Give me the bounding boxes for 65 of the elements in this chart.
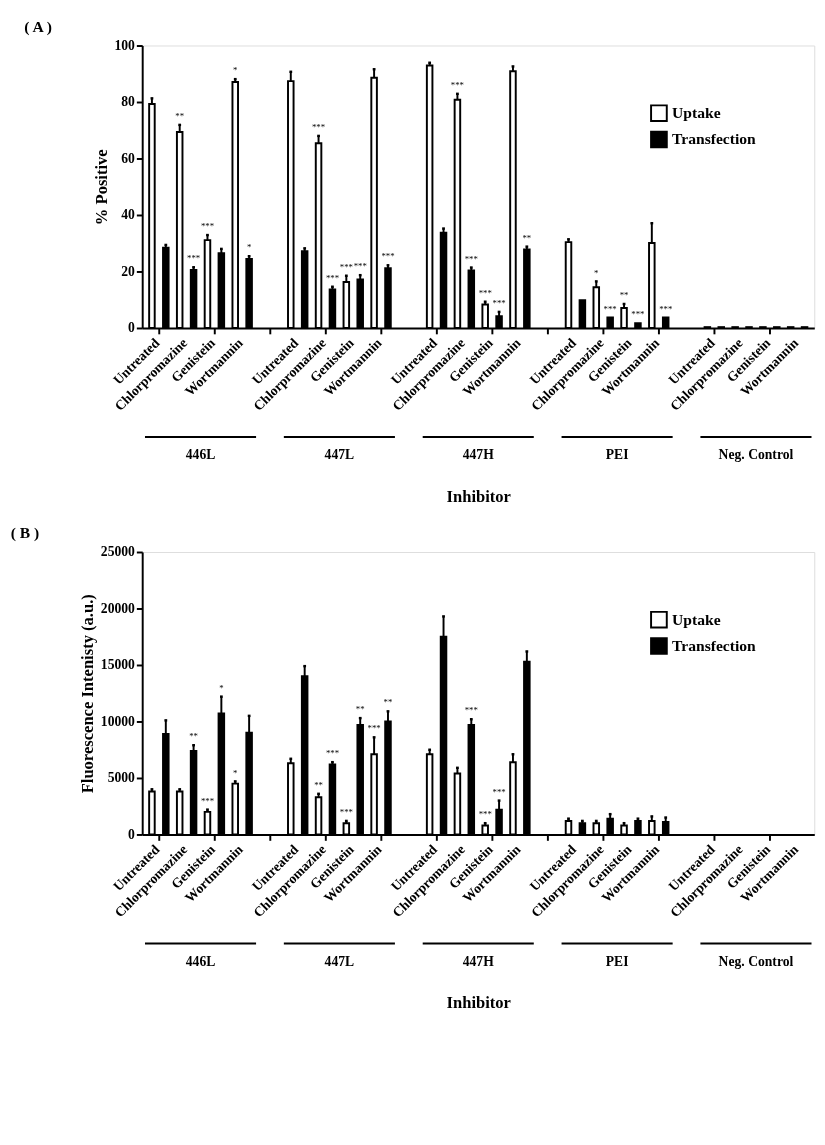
y-axis-title: Fluorescence Intenisty (a.u.) (78, 594, 98, 794)
x-axis-title: Inhibitor (446, 993, 511, 1013)
legend-label: Transfection (672, 636, 757, 654)
y-tick-label: 0 (128, 826, 136, 842)
data-label: *** (381, 251, 395, 262)
data-label: *** (187, 253, 201, 264)
data-label: ** (619, 290, 629, 301)
y-tick-label: 80 (121, 94, 136, 110)
text: 447H (462, 447, 495, 463)
data-label: *** (492, 786, 506, 797)
data-label: ** (522, 232, 532, 243)
x-axis-title: Inhibitor (446, 486, 511, 506)
y-tick-label: 100 (114, 37, 136, 53)
data-label: *** (200, 795, 215, 806)
data-label: ** (175, 111, 185, 122)
data-label: * (246, 242, 252, 253)
y-tick-label: 0 (128, 320, 136, 336)
data-label: *** (492, 298, 506, 309)
data-label: ** (314, 779, 323, 790)
y-tick-label: 15000 (100, 657, 136, 673)
data-label: *** (367, 723, 381, 734)
data-label: ** (189, 731, 198, 742)
data-label: *** (464, 705, 478, 716)
data-label: *** (478, 809, 492, 820)
data-label: *** (312, 122, 326, 133)
text: 447H (462, 953, 495, 969)
data-label: * (594, 267, 599, 278)
text: PEI (605, 953, 629, 969)
chart-title: ( B ) (10, 524, 40, 543)
data-label: ** (355, 704, 365, 715)
data-label: *** (659, 303, 673, 314)
legend-label: Uptake (672, 104, 721, 122)
data-label: * (219, 682, 224, 693)
data-label: *** (325, 748, 340, 759)
data-label: *** (478, 287, 492, 298)
text: Neg. Control (718, 953, 794, 969)
data-label: * (233, 767, 238, 778)
y-tick-label: 40 (121, 207, 136, 223)
text: 447L (324, 447, 355, 463)
y-tick-label: 20 (121, 263, 136, 279)
y-tick-label: 25000 (100, 544, 136, 560)
data-label: *** (631, 309, 645, 320)
y-tick-label: 10000 (100, 713, 136, 729)
text: PEI (605, 447, 629, 463)
data-label: * (233, 65, 238, 76)
data-label: *** (339, 807, 353, 818)
text: Neg. Control (718, 447, 794, 463)
y-tick-label: 60 (121, 150, 136, 166)
data-label: *** (339, 261, 353, 272)
data-label: *** (464, 253, 478, 264)
legend-label: Transfection (672, 130, 757, 148)
legend-label: Uptake (672, 610, 721, 628)
data-label: *** (603, 303, 617, 314)
y-axis-title: % Positive (91, 149, 111, 226)
text: 447L (324, 953, 355, 969)
y-tick-label: 5000 (107, 770, 136, 786)
data-label: *** (200, 221, 215, 232)
chart-title: ( A ) (24, 17, 53, 36)
data-label: *** (325, 272, 340, 283)
data-label: ** (383, 697, 393, 708)
text: 446L (185, 447, 216, 463)
data-label: *** (450, 79, 464, 90)
y-tick-label: 20000 (100, 600, 136, 616)
text: 446L (185, 953, 216, 969)
data-label: *** (353, 261, 367, 272)
